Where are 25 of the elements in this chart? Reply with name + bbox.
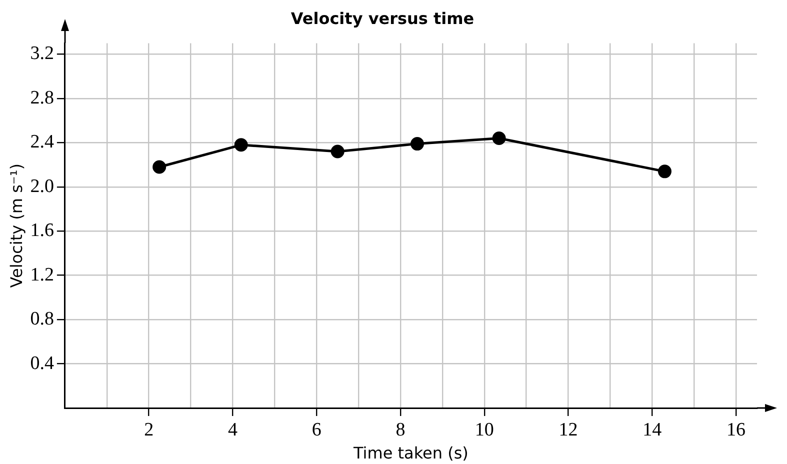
x-tick-label: 4: [228, 419, 238, 440]
x-tick-label: 6: [312, 419, 322, 440]
x-tick-label: 2: [144, 419, 154, 440]
y-tick-label: 2.0: [30, 176, 54, 197]
x-tick-label: 10: [474, 419, 494, 440]
y-tick-label: 3.2: [30, 43, 54, 64]
y-tick-label: 1.2: [30, 264, 54, 286]
chart-title: Velocity versus time: [290, 8, 474, 28]
x-tick-label: 12: [558, 419, 578, 440]
point: [410, 137, 424, 151]
point: [658, 164, 672, 178]
y-tick-label: 0.8: [30, 308, 54, 330]
y-tick-label: 2.4: [30, 132, 54, 153]
point: [234, 138, 248, 152]
point: [152, 160, 166, 174]
y-tick-label: 1.6: [30, 220, 54, 242]
x-axis-title: Time taken (s): [352, 444, 468, 463]
x-tick-label: 8: [396, 419, 406, 440]
x-tick-label: 16: [726, 419, 746, 440]
y-tick-label: 0.4: [30, 352, 54, 374]
point: [330, 144, 344, 158]
x-tick-label: 14: [642, 419, 662, 440]
point: [492, 132, 506, 146]
y-axis-title: Velocity (m s⁻¹): [6, 164, 26, 288]
y-tick-label: 2.8: [30, 87, 54, 108]
